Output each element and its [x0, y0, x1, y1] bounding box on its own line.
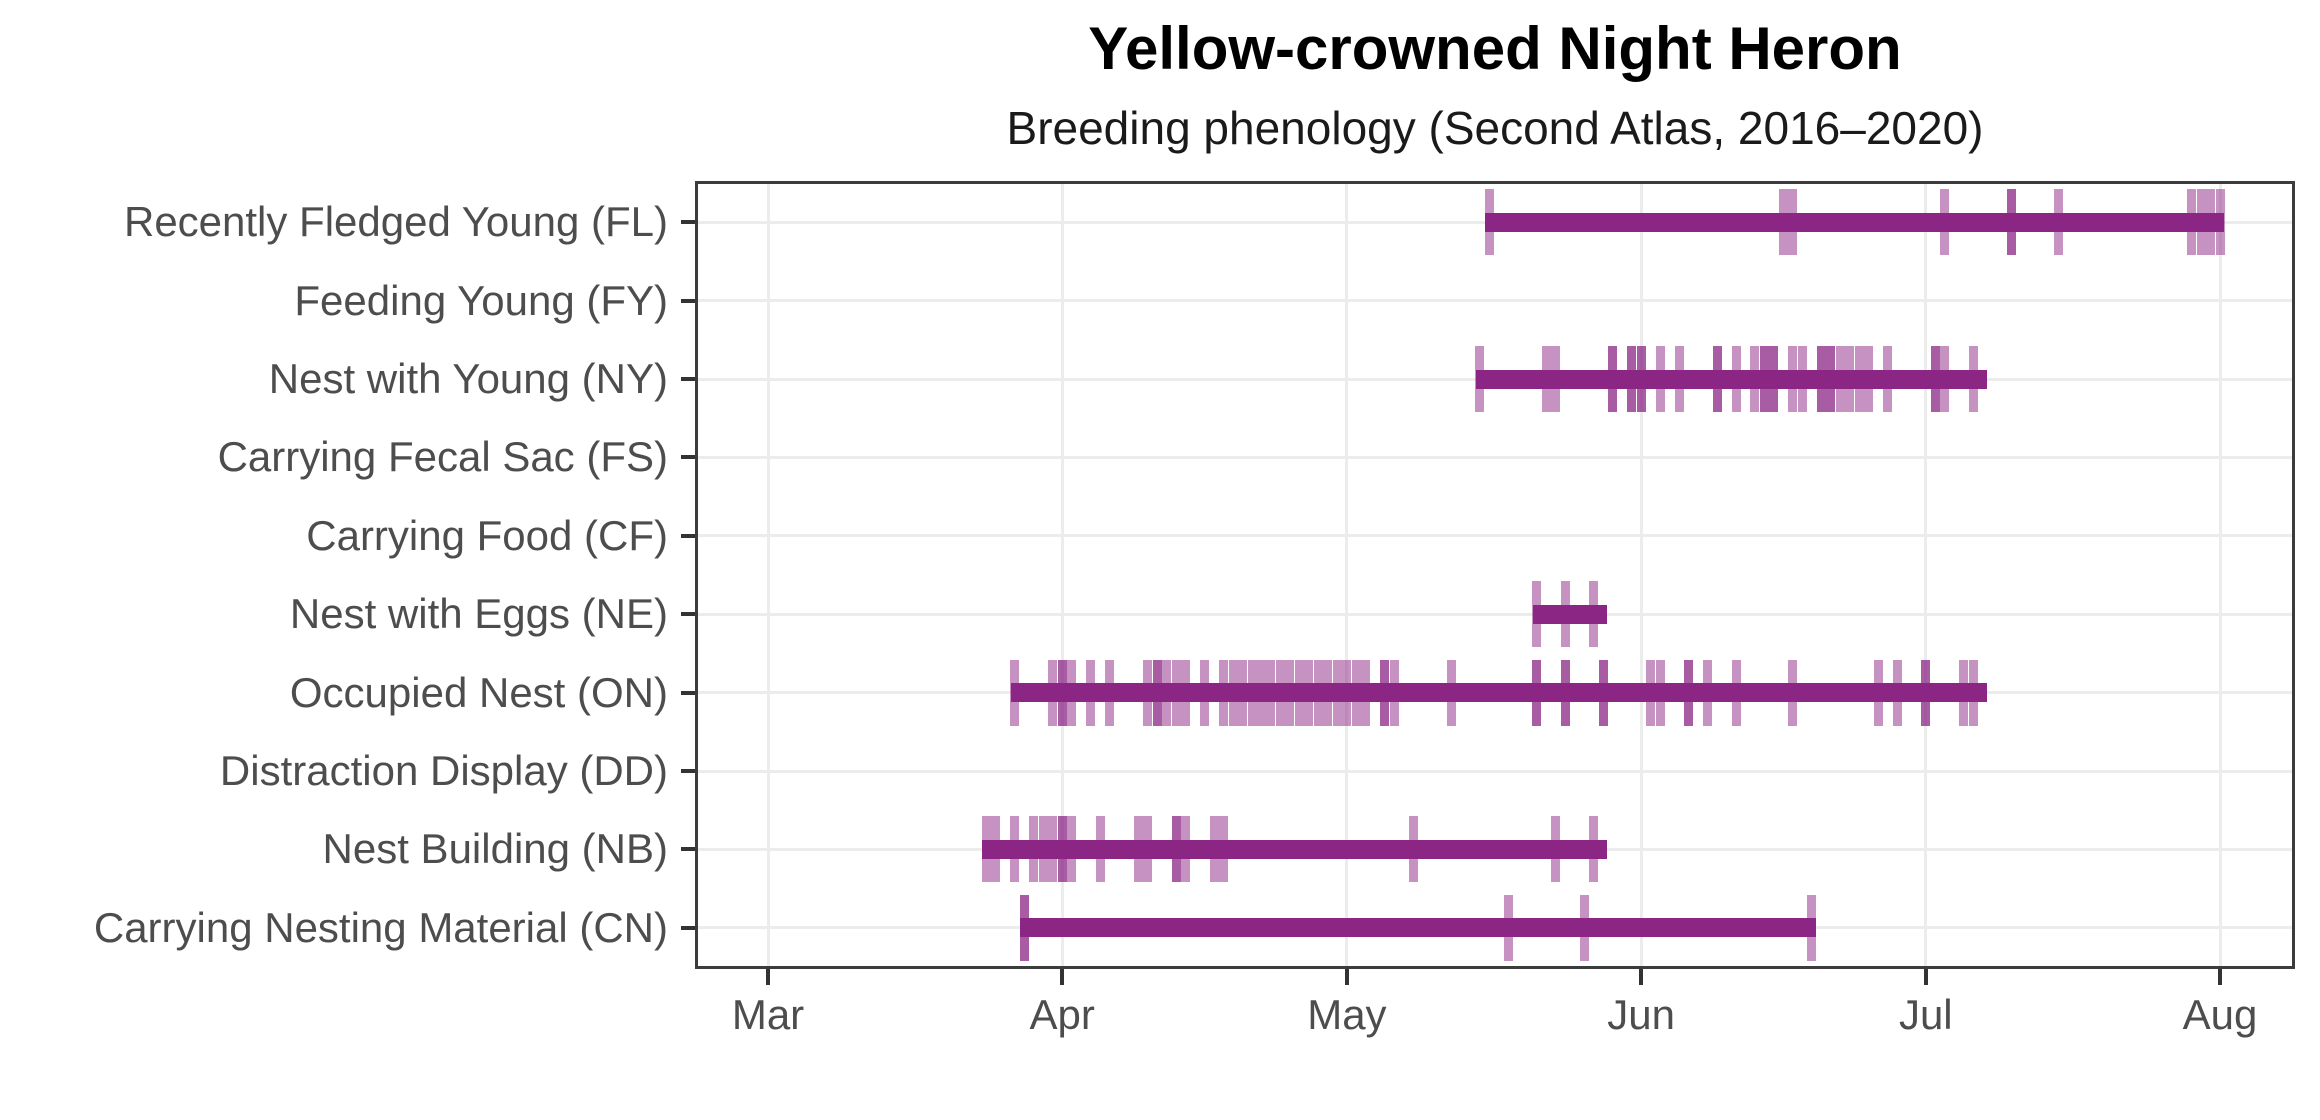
x-axis-label-aug: Aug	[2182, 991, 2258, 1038]
date-range-bar-fl	[1485, 212, 2224, 232]
y-axis-label-fl: Recently Fledged Young (FL)	[123, 198, 668, 246]
y-axis-label-nb: Nest Building (NB)	[322, 825, 668, 873]
gridline-vertical-apr	[1060, 183, 1064, 967]
y-axis-label-fy: Feeding Young (FY)	[294, 276, 668, 324]
x-axis-label-may: May	[1307, 991, 1387, 1038]
date-range-bar-cn	[1020, 918, 1816, 938]
y-axis-tick-mark-dd	[681, 769, 695, 773]
x-axis-tick-mark-aug	[2218, 969, 2222, 985]
y-axis-tick-mark-fl	[681, 220, 695, 225]
y-axis-label-cn: Carrying Nesting Material (CN)	[93, 903, 668, 951]
date-range-bar-ne	[1532, 604, 1608, 624]
x-axis-label-jun: Jun	[1607, 991, 1675, 1038]
x-axis-tick-mark-jun	[1639, 969, 1644, 985]
x-axis-label-jul: Jul	[1898, 991, 1953, 1038]
y-axis-tick-mark-ny	[681, 377, 695, 381]
y-axis-tick-mark-fy	[681, 298, 695, 303]
y-axis-tick-mark-fs	[681, 455, 695, 460]
y-axis-label-ny: Nest with Young (NY)	[268, 355, 668, 402]
x-axis-tick-mark-may	[1344, 969, 1349, 985]
y-axis-label-fs: Carrying Fecal Sac (FS)	[217, 433, 668, 481]
gridline-horizontal-fs	[697, 455, 2293, 459]
y-axis-label-dd: Distraction Display (DD)	[219, 747, 668, 794]
y-axis-tick-mark-cn	[681, 925, 695, 930]
y-axis-tick-mark-ne	[681, 612, 695, 617]
y-axis-tick-mark-cf	[681, 533, 695, 538]
gridline-vertical-jun	[1639, 183, 1643, 967]
gridline-vertical-jul	[1924, 183, 1928, 967]
y-axis-tick-mark-on	[681, 690, 695, 695]
y-axis-label-cf: Carrying Food (CF)	[306, 511, 668, 559]
x-axis-label-apr: Apr	[1029, 991, 1095, 1038]
gridline-horizontal-ne	[697, 612, 2293, 616]
y-axis-tick-mark-nb	[681, 847, 695, 852]
date-range-bar-nb	[982, 839, 1608, 859]
x-axis-tick-mark-jul	[1923, 969, 1928, 985]
gridline-horizontal-fy	[697, 299, 2293, 303]
gridline-vertical-aug	[2218, 183, 2222, 967]
y-axis-label-ne: Nest with Eggs (NE)	[289, 590, 668, 638]
date-range-bar-on	[1010, 683, 1987, 703]
gridline-horizontal-cf	[697, 534, 2293, 538]
gridline-vertical-mar	[766, 183, 770, 967]
x-axis-label-mar: Mar	[731, 991, 805, 1038]
chart-title: Yellow-crowned Night Heron	[1088, 15, 1902, 82]
x-axis-tick-mark-apr	[1060, 969, 1065, 985]
gridline-vertical-may	[1345, 183, 1349, 967]
date-range-bar-ny	[1475, 369, 1987, 389]
x-axis-tick-mark-mar	[766, 969, 770, 985]
chart-subtitle: Breeding phenology (Second Atlas, 2016–2…	[1006, 102, 1984, 154]
y-axis-label-on: Occupied Nest (ON)	[289, 668, 668, 716]
gridline-horizontal-dd	[697, 769, 2293, 773]
plot-panel-border	[695, 181, 2295, 969]
